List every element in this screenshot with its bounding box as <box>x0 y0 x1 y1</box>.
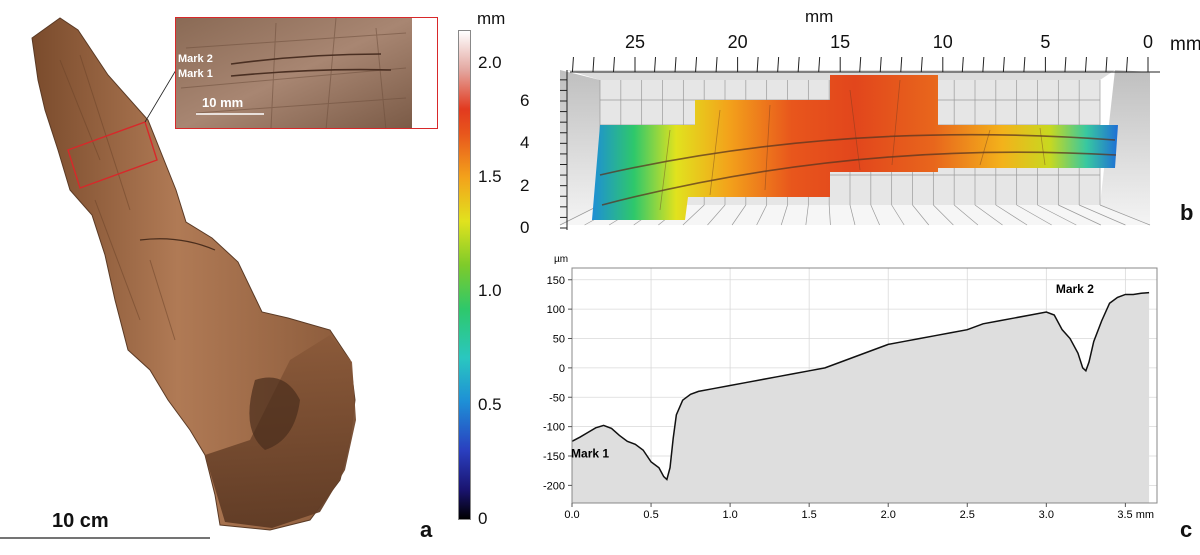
panel-letter-c: c <box>1180 517 1193 542</box>
ruler-tick <box>797 56 800 73</box>
ruler-tick <box>571 56 574 73</box>
b-x-tick-label: 15 <box>830 32 851 52</box>
b-y-tick-label: 0 <box>520 218 530 237</box>
colorbar-unit: mm <box>477 9 506 28</box>
inset-mark-2-groove <box>230 53 382 65</box>
b-y-tick-label: 2 <box>520 175 530 195</box>
panel-letter-a: a <box>420 517 433 542</box>
left-axis <box>560 70 568 230</box>
bone-specimen <box>31 17 356 531</box>
color-height-surface <box>592 75 1118 220</box>
close-up-inset: Mark 2 Mark 1 10 mm <box>175 17 438 129</box>
ruler-tick <box>592 56 595 73</box>
y-unit-label: µm <box>554 254 568 265</box>
ruler-tick <box>1002 56 1005 73</box>
y-tick-label: -200 <box>543 480 565 492</box>
height-map-panel <box>559 56 1160 230</box>
ruler-tick <box>777 56 780 73</box>
y-tick-label: -100 <box>543 422 565 434</box>
x-tick-label: 1.5 <box>802 509 817 521</box>
bone-photo-panel <box>0 17 356 539</box>
close-up-photo <box>176 18 437 128</box>
mark-location-box <box>67 121 158 189</box>
b-x-tick-label: 5 <box>1040 32 1051 52</box>
ruler-tick <box>654 56 657 73</box>
x-tick-label: 3.0 <box>1039 509 1054 521</box>
ruler-tick <box>1084 56 1087 73</box>
y-tick-label: 150 <box>547 275 565 287</box>
ruler-tick <box>920 56 923 73</box>
annotation-mark-1: Mark 1 <box>571 447 609 461</box>
x-tick-label: 0.5 <box>643 509 658 521</box>
ruler-tick <box>1105 56 1108 73</box>
inset-scale-label: 10 mm <box>202 95 244 110</box>
y-tick-label: 0 <box>559 363 565 375</box>
ruler-tick <box>818 56 821 73</box>
inset-mark-1-groove <box>230 68 392 77</box>
ruler-tick <box>674 56 677 73</box>
scale-bar-label: 10 cm <box>52 510 109 532</box>
colorbar-tick-label: 0 <box>478 509 488 528</box>
ruler-tick <box>695 56 698 73</box>
b-x-unit-right: mm <box>1170 34 1200 55</box>
ruler-tick <box>1064 56 1067 73</box>
b-x-tick-label: 0 <box>1142 32 1153 52</box>
inset-mark1-label: Mark 1 <box>178 68 213 80</box>
colorbar-tick-label: 2.0 <box>478 53 502 73</box>
plot-frame <box>571 267 1158 504</box>
inset-connector-line <box>144 69 177 123</box>
x-tick-label: 2.5 <box>960 509 975 521</box>
profile-chart: µm 0.0 0.5 1.0 1.5 2.0 2.5 3.0 3.5 mm 150 100 50 0 -5… <box>543 254 1158 521</box>
b-y-tick-label: 4 <box>520 133 530 153</box>
ruler-tick <box>859 56 862 73</box>
y-tick-label: -150 <box>543 451 565 463</box>
ruler-tick <box>1023 56 1026 73</box>
ruler-tick <box>612 56 615 73</box>
colorbar <box>458 30 471 520</box>
ruler-tick <box>1125 56 1128 73</box>
ruler-tick <box>900 56 903 73</box>
b-x-tick-label: 25 <box>624 32 646 52</box>
colorbar-tick-label: 1.0 <box>478 281 502 301</box>
y-tick-label: 50 <box>553 334 565 346</box>
panel-letter-b: b <box>1180 200 1194 225</box>
top-ruler <box>570 56 1160 73</box>
x-tick-label: 3.5 mm <box>1117 509 1154 521</box>
b-x-tick-label: 10 <box>932 32 953 52</box>
ruler-tick <box>961 56 964 73</box>
ruler-tick <box>756 56 759 73</box>
colorbar-tick-label: 0.5 <box>478 395 502 415</box>
profile-area <box>572 292 1150 503</box>
y-tick-label: -50 <box>549 392 565 404</box>
b-x-tick-label: 20 <box>727 32 748 52</box>
ruler-tick <box>982 56 985 73</box>
x-tick-label: 1.0 <box>722 509 737 521</box>
b-x-unit-top: mm <box>805 7 834 26</box>
x-tick-label: 0.0 <box>564 509 579 521</box>
colorbar-tick-label: 1.5 <box>478 167 502 187</box>
inset-mark2-label: Mark 2 <box>178 53 213 65</box>
b-y-tick-label: 6 <box>520 91 530 110</box>
y-tick-label: 100 <box>547 304 565 316</box>
ruler-tick <box>715 56 718 73</box>
ruler-tick <box>879 56 882 73</box>
annotation-mark-2: Mark 2 <box>1056 282 1094 296</box>
profile-line <box>571 291 1150 481</box>
x-tick-label: 2.0 <box>881 509 896 521</box>
